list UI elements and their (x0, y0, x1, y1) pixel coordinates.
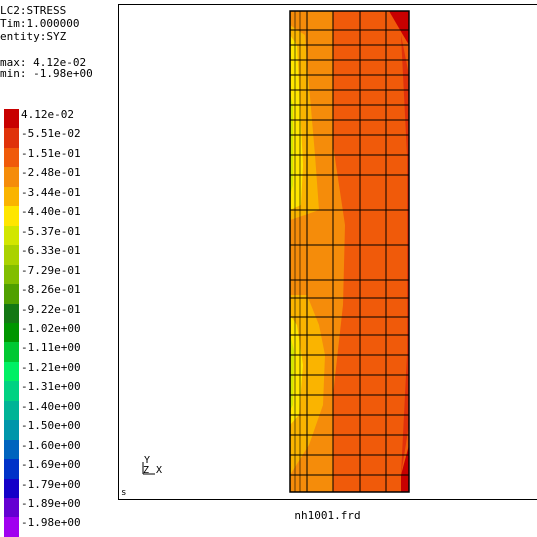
legend-swatch (4, 245, 19, 265)
legend-swatch (4, 284, 19, 304)
legend-label: -2.48e-01 (21, 166, 81, 179)
stress-band-red-bottom (401, 445, 409, 492)
legend-swatch (4, 498, 19, 518)
legend-swatch (4, 420, 19, 440)
axis-x-label: X (156, 465, 163, 476)
legend-swatch (4, 206, 19, 226)
legend-label: -5.37e-01 (21, 225, 81, 238)
legend-label: -1.69e+00 (21, 458, 81, 471)
legend-swatch (4, 381, 19, 401)
legend-swatch (4, 401, 19, 421)
legend-swatch (4, 187, 19, 207)
legend-swatch (4, 323, 19, 343)
legend-swatch (4, 304, 19, 324)
viewport-corner-label: s (121, 488, 127, 498)
legend-label: -1.89e+00 (21, 497, 81, 510)
legend-swatch (4, 148, 19, 168)
stress-band-yellow-green (290, 95, 294, 410)
legend-swatch (4, 109, 19, 129)
legend-label: -1.21e+00 (21, 361, 81, 374)
legend-swatch (4, 265, 19, 285)
time-label: Tim:1.000000 (0, 17, 80, 30)
axis-triad-icon (142, 462, 155, 475)
legend-swatch (4, 459, 19, 479)
model-viewport[interactable]: Y Z X s (118, 4, 537, 500)
legend-label: -1.79e+00 (21, 478, 81, 491)
legend-label: -4.40e-01 (21, 205, 81, 218)
legend-label: -1.60e+00 (21, 439, 81, 452)
legend-label: -1.50e+00 (21, 419, 81, 432)
stress-band-red-top (389, 11, 409, 45)
legend-label: -5.51e-02 (21, 127, 81, 140)
legend-label: -1.31e+00 (21, 380, 81, 393)
legend-label: -7.29e-01 (21, 264, 81, 277)
legend-label: 4.12e-02 (21, 108, 74, 121)
legend-swatch (4, 479, 19, 499)
legend-swatch (4, 167, 19, 187)
legend-swatch (4, 440, 19, 460)
legend-label: -3.44e-01 (21, 186, 81, 199)
filename-label: nh1001.frd (294, 509, 361, 522)
legend-label: -6.33e-01 (21, 244, 81, 257)
fem-contour-plot[interactable] (119, 5, 537, 499)
axis-y-label: Y (144, 455, 151, 466)
load-case-label: LC2:STRESS (0, 4, 67, 17)
legend-swatch (4, 128, 19, 148)
max-value: max: 4.12e-02 (0, 56, 87, 69)
legend-label: -1.11e+00 (21, 341, 81, 354)
min-value: min: -1.98e+00 (0, 67, 93, 80)
legend-swatch (4, 226, 19, 246)
entity-label: entity:SYZ (0, 30, 67, 43)
legend-label: -9.22e-01 (21, 303, 81, 316)
stress-band-right-edge (401, 35, 409, 475)
legend-label: -1.40e+00 (21, 400, 81, 413)
axis-z-label: Z (143, 465, 150, 476)
legend-swatch (4, 342, 19, 362)
legend-swatch (4, 362, 19, 382)
legend-label: -1.51e-01 (21, 147, 81, 160)
legend-label: -1.02e+00 (21, 322, 81, 335)
model-outline (289, 10, 410, 493)
legend-label: -8.26e-01 (21, 283, 81, 296)
